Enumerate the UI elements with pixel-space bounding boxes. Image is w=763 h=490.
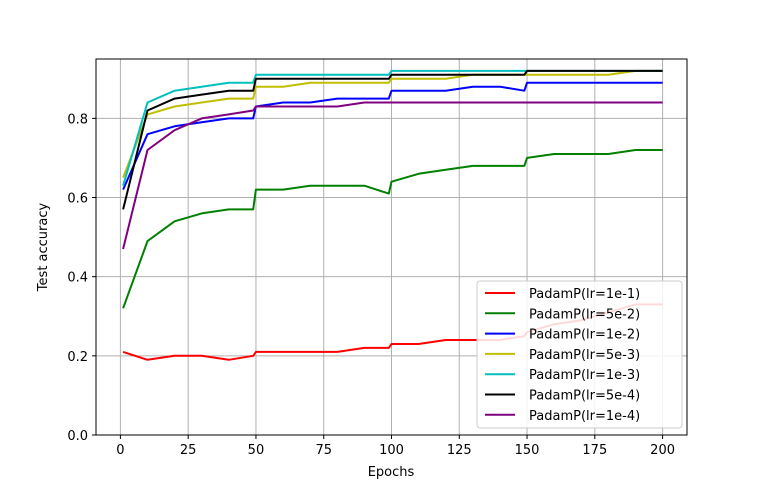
y-axis-ticks: 0.0 0.2 0.4 0.6 0.8 [67, 112, 96, 444]
series-line-3 [122, 69, 663, 179]
series-line-2 [122, 81, 663, 191]
x-tick-label: 125 [447, 443, 472, 458]
x-tick-label: 200 [650, 443, 675, 458]
y-tick-label: 0.8 [67, 112, 88, 127]
y-tick-label: 0.6 [67, 192, 88, 207]
legend-label-0: PadamP(lr=1e-1) [529, 287, 640, 302]
series-lines [122, 69, 663, 361]
series-line-6 [122, 101, 663, 250]
y-axis-label: Test accuracy [36, 203, 51, 293]
legend-label-3: PadamP(lr=5e-3) [529, 348, 640, 363]
legend-label-5: PadamP(lr=5e-4) [529, 389, 640, 404]
legend: PadamP(lr=1e-1) PadamP(lr=5e-2) PadamP(lr=… [476, 280, 683, 429]
y-tick-label: 0.4 [67, 271, 88, 286]
y-tick-label: 0.0 [67, 429, 88, 444]
legend-box [476, 280, 683, 429]
legend-label-6: PadamP(lr=1e-4) [529, 409, 640, 424]
x-tick-label: 100 [379, 443, 404, 458]
series-line-1 [122, 149, 663, 309]
legend-label-4: PadamP(lr=1e-3) [529, 368, 640, 383]
x-tick-label: 0 [116, 443, 124, 458]
x-axis-label: Epochs [368, 465, 415, 480]
x-tick-label: 175 [582, 443, 607, 458]
x-tick-label: 50 [248, 443, 265, 458]
legend-label-1: PadamP(lr=5e-2) [529, 307, 640, 322]
legend-label-2: PadamP(lr=1e-2) [529, 328, 640, 343]
x-tick-label: 150 [515, 443, 540, 458]
y-tick-label: 0.2 [67, 350, 88, 365]
x-axis-ticks: 0 25 50 75 100 125 150 175 200 [116, 435, 675, 458]
x-tick-label: 75 [315, 443, 332, 458]
x-tick-label: 25 [180, 443, 197, 458]
series-line-5 [122, 69, 663, 210]
